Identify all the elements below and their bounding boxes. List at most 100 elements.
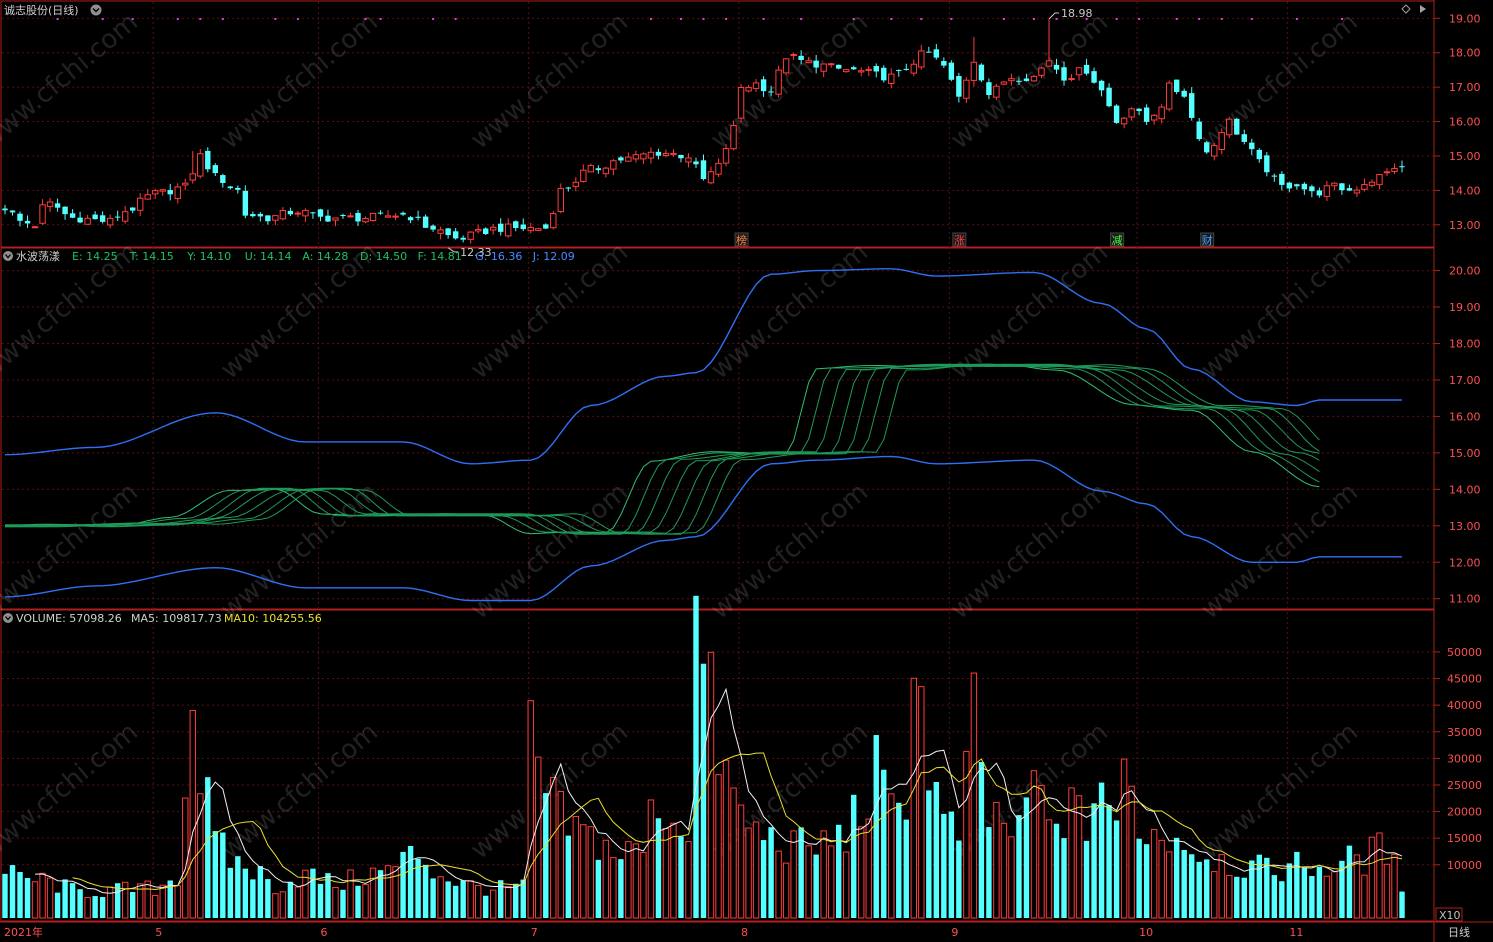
candle-body-up <box>993 85 1000 98</box>
candle-body-down <box>1106 87 1112 107</box>
candle-body-up <box>144 194 151 200</box>
volume-bar-up <box>1391 853 1398 919</box>
candle-body-down <box>212 165 219 174</box>
candle-body-down <box>235 187 241 190</box>
volume-bar-up <box>437 876 444 919</box>
candle-body-down <box>956 76 962 97</box>
volume-bar-down <box>1399 891 1405 918</box>
volume-bar-up <box>84 896 91 919</box>
volume-bar-down <box>1256 854 1262 918</box>
candle-body-down <box>407 217 414 221</box>
candle-body-down <box>595 168 602 171</box>
volume-unit: X10 <box>1439 909 1461 922</box>
candle-body-up <box>1030 75 1038 82</box>
volume-bar-up <box>745 827 752 919</box>
volume-bar-down <box>242 868 249 918</box>
candle-body-up <box>827 63 835 66</box>
volume-bar-up <box>384 865 392 919</box>
candle-body-up <box>1376 174 1383 186</box>
candle-body-up <box>474 228 482 232</box>
volume-bar-down <box>355 885 361 918</box>
volume-ma5-line <box>34 687 1403 894</box>
candle-body-up <box>1120 117 1128 125</box>
watermark-text: www.cfchi.com <box>215 237 384 385</box>
candle-body-up <box>1361 184 1368 190</box>
candle-body-down <box>618 157 624 161</box>
volume-bar-down <box>1241 877 1247 918</box>
candle-body-up <box>1165 82 1173 110</box>
panel-scroll-icon[interactable] <box>1420 5 1426 13</box>
candle-body-down <box>317 209 324 217</box>
signal-dot <box>56 18 59 20</box>
volume-bar-down <box>678 836 684 918</box>
date-tick-label: 10 <box>1139 926 1153 939</box>
candle-body-up <box>1218 132 1225 150</box>
volume-bar-up <box>189 710 196 919</box>
volume-tick-label: 15000 <box>1447 832 1482 845</box>
title-dropdown-icon[interactable] <box>90 4 102 16</box>
candle-body-up <box>625 156 632 162</box>
candle-body-down <box>1346 188 1353 191</box>
volume-bar-down <box>1098 782 1105 918</box>
candle-body-down <box>77 217 83 223</box>
watermark-text: www.cfchi.com <box>465 477 634 625</box>
signal-dot <box>800 18 803 20</box>
volume-bar-down <box>257 866 264 918</box>
candle-body-up <box>1075 67 1083 76</box>
watermark-text: www.cfchi.com <box>215 477 384 625</box>
indicator-tick-label: 17.00 <box>1449 374 1481 387</box>
signal-dot <box>296 18 299 20</box>
candle-body-down <box>1113 105 1120 123</box>
volume-bar-down <box>520 879 526 918</box>
candle-body-down <box>325 215 331 222</box>
candle-body-up <box>1128 108 1135 118</box>
candle-body-down <box>1286 182 1293 189</box>
volume-bar-up <box>474 884 482 919</box>
candle-body-down <box>340 214 346 216</box>
candle-body-up <box>489 226 497 231</box>
volume-bar-up <box>670 822 677 919</box>
event-marker-box <box>952 232 967 247</box>
volume-bar-down <box>1061 838 1067 918</box>
candle-body-down <box>1256 149 1262 160</box>
volume-bar-down <box>1271 875 1278 918</box>
indicator-value-D: D: 14.50 <box>360 250 407 263</box>
candle-body-down <box>17 213 23 221</box>
indicator-value-E: E: 14.25 <box>72 250 118 263</box>
candle-body-down <box>220 175 226 183</box>
signal-dot <box>920 18 923 20</box>
volume-bar-up <box>722 759 730 919</box>
watermarks: www.cfchi.com www.cfchi.com www.cfchi.com w… <box>0 7 1364 865</box>
volume-bar-down <box>948 811 955 918</box>
volume-bar-down <box>768 827 774 918</box>
settings-diamond-icon[interactable] <box>1401 4 1411 14</box>
candle-body-down <box>287 210 294 215</box>
volume-bar-up <box>279 891 287 919</box>
candle-body-down <box>400 212 406 215</box>
period-label[interactable]: 日线 <box>1448 925 1470 939</box>
volume-bar-down <box>129 892 136 918</box>
candle-body-up <box>782 58 790 74</box>
signal-dot <box>1002 18 1005 20</box>
candle-body-up <box>159 189 166 192</box>
volume-bar-up <box>1008 836 1015 919</box>
indicator-tick-label: 12.00 <box>1449 556 1481 569</box>
volume-bar-up <box>820 830 827 919</box>
volume-bar-down <box>1143 844 1150 918</box>
candle-body-down <box>54 203 61 208</box>
volume-bar-down <box>1286 863 1293 918</box>
watermark-text: www.cfchi.com <box>945 477 1114 625</box>
indicator-dropdown-icon[interactable] <box>3 251 13 261</box>
volume-dropdown-icon[interactable] <box>3 613 13 623</box>
candle-body-down <box>1234 118 1240 135</box>
event-marker-box <box>734 232 749 247</box>
date-tick-label: 2021年 <box>4 925 43 939</box>
volume-bar-up <box>805 845 812 919</box>
watermark-text: www.cfchi.com <box>1195 717 1364 865</box>
volume-bar-down <box>693 595 699 918</box>
volume-bar-down <box>1316 866 1323 918</box>
volume-bar-up <box>827 845 835 919</box>
candle-body-down <box>978 64 985 81</box>
volume-bar-down <box>1188 854 1195 918</box>
